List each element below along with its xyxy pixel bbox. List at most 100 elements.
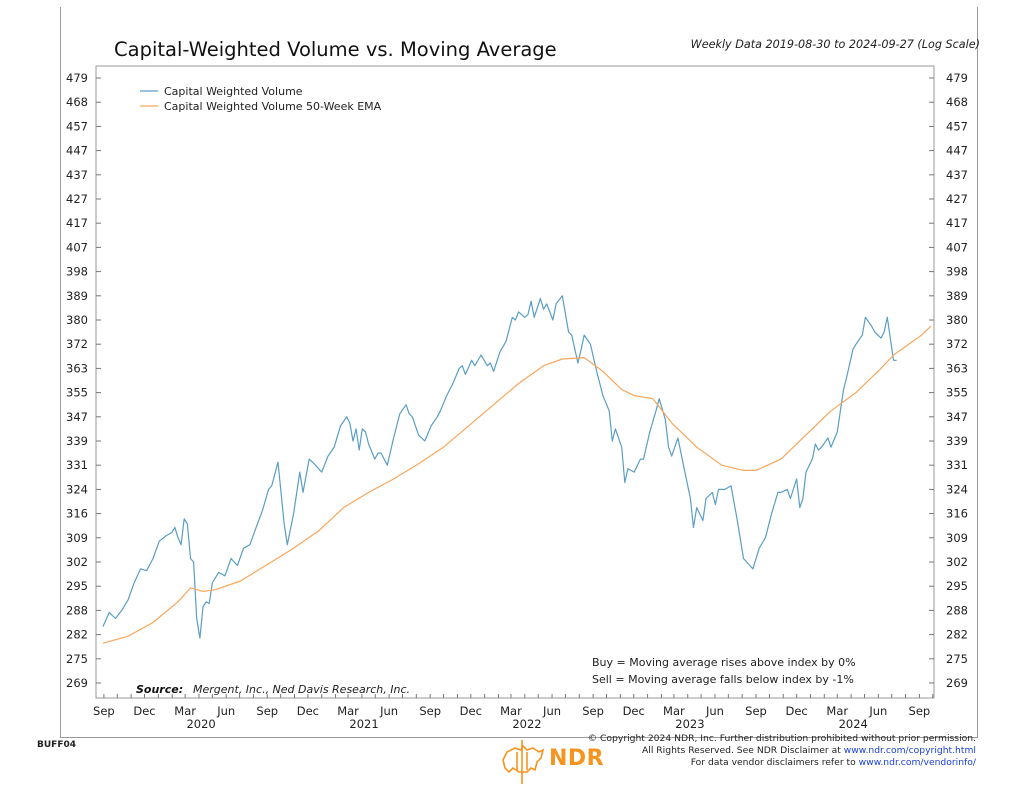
y-tick-label-right: 437 xyxy=(946,168,968,182)
y-tick-label-left: 407 xyxy=(66,240,88,254)
y-tick-label-left: 468 xyxy=(66,95,88,109)
x-tick-label: Mar xyxy=(663,704,685,718)
y-tick-label-right: 389 xyxy=(946,289,968,303)
series-line-ema xyxy=(102,325,932,644)
disclaimer-line: All Rights Reserved. See NDR Disclaimer … xyxy=(641,745,976,757)
x-year-label: 2022 xyxy=(512,717,541,731)
y-tick-label-right: 275 xyxy=(946,652,968,666)
chart-title: Capital-Weighted Volume vs. Moving Avera… xyxy=(114,38,557,61)
y-tick-label-right: 372 xyxy=(946,337,968,351)
chart-code: BUFF04 xyxy=(37,740,76,750)
x-tick-label: Mar xyxy=(826,704,848,718)
footer-disclaimer: © Copyright 2024 NDR, Inc. Further distr… xyxy=(588,733,976,770)
vendor-line: For data vendor disclaimers refer to www… xyxy=(690,757,976,769)
vendor-info-link[interactable]: www.ndr.com/vendorinfo/ xyxy=(858,757,976,769)
x-tick-label: Mar xyxy=(174,704,196,718)
x-year-label: 2023 xyxy=(675,717,704,731)
y-tick-label-right: 380 xyxy=(946,313,968,327)
x-tick-label: Dec xyxy=(297,704,319,718)
y-tick-label-left: 398 xyxy=(66,265,88,279)
y-tick-label-left: 275 xyxy=(66,652,88,666)
y-tick-label-right: 447 xyxy=(946,144,968,158)
y-tick-label-left: 380 xyxy=(66,313,88,327)
source-label: Source: xyxy=(136,683,183,696)
y-tick-label-right: 427 xyxy=(946,192,968,206)
y-tick-label-left: 479 xyxy=(66,71,88,85)
x-tick-label: Dec xyxy=(460,704,482,718)
y-tick-label-left: 363 xyxy=(66,361,88,375)
series-line-volume xyxy=(102,295,897,639)
legend-label-volume: Capital Weighted Volume xyxy=(164,85,303,98)
y-tick-label-right: 331 xyxy=(946,458,968,472)
y-tick-label-left: 355 xyxy=(66,386,88,400)
x-tick-label: Dec xyxy=(786,704,808,718)
y-tick-label-left: 282 xyxy=(66,628,88,642)
source-text: Mergent, Inc., Ned Davis Research, Inc. xyxy=(193,683,410,696)
y-tick-label-right: 316 xyxy=(946,507,968,521)
y-tick-label-left: 316 xyxy=(66,507,88,521)
y-tick-label-left: 347 xyxy=(66,410,88,424)
x-tick-label: Sep xyxy=(256,704,278,718)
y-tick-label-left: 331 xyxy=(66,458,88,472)
x-year-label: 2020 xyxy=(186,717,215,731)
x-tick-label: Sep xyxy=(909,704,931,718)
bull-bear-icon xyxy=(502,740,545,784)
y-tick-label-left: 339 xyxy=(66,434,88,448)
x-tick-label: Jun xyxy=(216,704,235,718)
y-tick-label-left: 295 xyxy=(66,579,88,593)
y-tick-label-right: 417 xyxy=(946,216,968,230)
y-tick-label-right: 324 xyxy=(946,482,968,496)
y-tick-label-left: 309 xyxy=(66,531,88,545)
copyright-line: © Copyright 2024 NDR, Inc. Further distr… xyxy=(587,733,976,744)
y-tick-label-left: 427 xyxy=(66,192,88,206)
y-tick-label-right: 309 xyxy=(946,531,968,545)
y-tick-label-left: 447 xyxy=(66,144,88,158)
y-tick-label-left: 324 xyxy=(66,482,88,496)
x-tick-label: Sep xyxy=(93,704,115,718)
x-year-label: 2024 xyxy=(839,717,868,731)
x-tick-label: Mar xyxy=(500,704,522,718)
y-tick-label-left: 372 xyxy=(66,337,88,351)
y-tick-label-right: 302 xyxy=(946,555,968,569)
y-tick-label-right: 355 xyxy=(946,386,968,400)
y-tick-label-right: 288 xyxy=(946,603,968,617)
ndr-logo: NDR xyxy=(497,738,617,786)
y-tick-label-left: 457 xyxy=(66,119,88,133)
legend: Capital Weighted Volume Capital Weighted… xyxy=(140,85,382,113)
logo-text: NDR xyxy=(549,746,605,771)
x-tick-label: Dec xyxy=(133,704,155,718)
y-tick-label-left: 389 xyxy=(66,289,88,303)
x-tick-label: Jun xyxy=(542,704,561,718)
y-tick-label-right: 457 xyxy=(946,119,968,133)
y-tick-label-right: 295 xyxy=(946,579,968,593)
x-year-label: 2021 xyxy=(349,717,378,731)
y-tick-label-left: 437 xyxy=(66,168,88,182)
x-tick-label: Mar xyxy=(337,704,359,718)
chart-subtitle: Weekly Data 2019-08-30 to 2024-09-27 (Lo… xyxy=(691,38,980,51)
copyright-link[interactable]: www.ndr.com/copyright.html xyxy=(843,745,976,757)
y-tick-label-right: 269 xyxy=(946,676,968,690)
sell-rule-note: Sell = Moving average falls below index … xyxy=(592,673,854,686)
y-axis-right: 269 275 282 288 295 302 309 316 324 331 339 347 355 3… xyxy=(929,71,968,690)
buy-rule-note: Buy = Moving average rises above index b… xyxy=(592,656,856,669)
x-tick-label: Sep xyxy=(582,704,604,718)
y-tick-label-left: 288 xyxy=(66,603,88,617)
x-tick-label: Sep xyxy=(419,704,441,718)
y-tick-label-right: 363 xyxy=(946,361,968,375)
x-tick-label: Jun xyxy=(705,704,724,718)
y-tick-label-right: 407 xyxy=(946,240,968,254)
y-tick-label-left: 269 xyxy=(66,676,88,690)
y-tick-label-left: 417 xyxy=(66,216,88,230)
legend-label-ema: Capital Weighted Volume 50-Week EMA xyxy=(164,100,382,113)
x-tick-label: Jun xyxy=(868,704,887,718)
x-tick-label: Dec xyxy=(623,704,645,718)
y-tick-label-right: 282 xyxy=(946,628,968,642)
x-tick-label: Jun xyxy=(379,704,398,718)
y-tick-label-right: 339 xyxy=(946,434,968,448)
y-tick-label-left: 302 xyxy=(66,555,88,569)
y-tick-label-right: 468 xyxy=(946,95,968,109)
series-layer xyxy=(102,295,932,644)
y-tick-label-right: 398 xyxy=(946,265,968,279)
y-axis-left: 269 275 282 288 295 302 309 316 324 331 339 347 355 3… xyxy=(66,71,101,690)
